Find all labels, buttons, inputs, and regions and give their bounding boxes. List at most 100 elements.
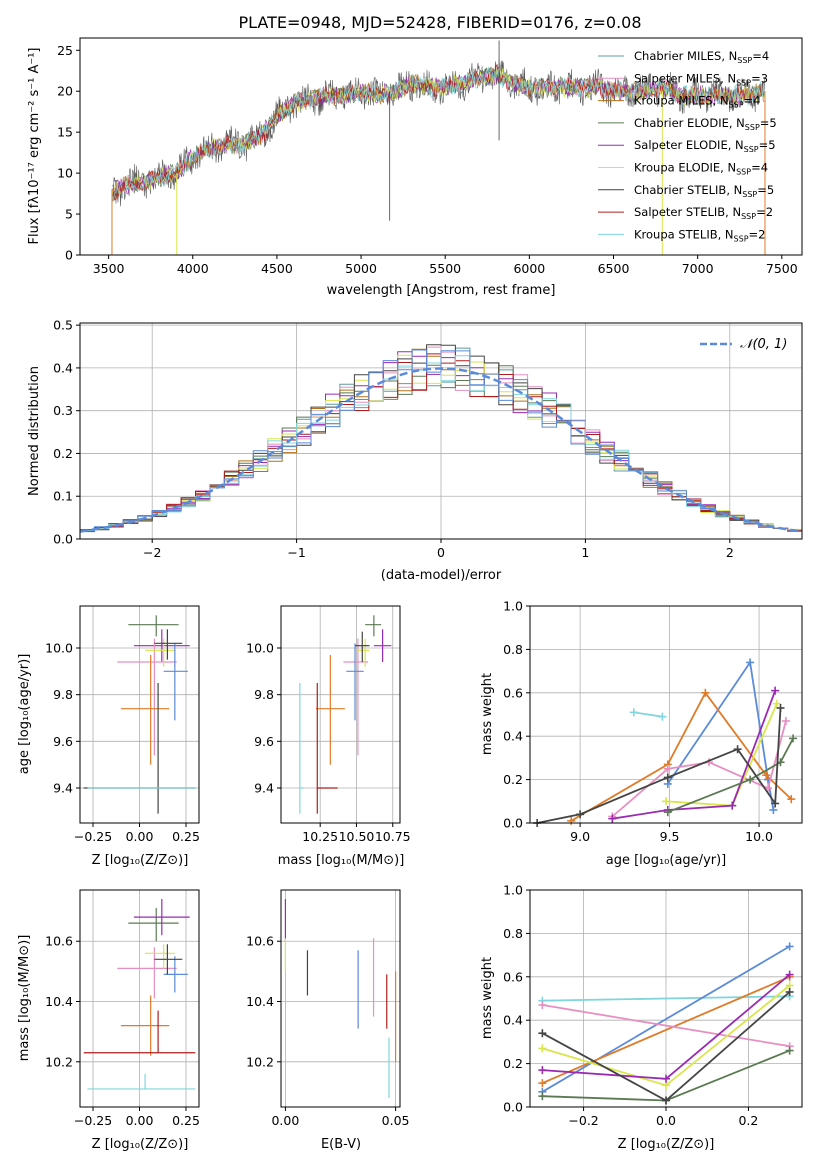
- error-bar-point: [163, 643, 188, 721]
- legend-label: Kroupa STELIB, NSSP=2: [634, 227, 765, 243]
- histogram-ylabel: Normed distribution: [27, 366, 42, 496]
- y-tick-label: 9.8: [254, 687, 274, 702]
- x-tick-label: 6500: [598, 261, 630, 276]
- y-tick-label: 0.8: [503, 642, 523, 657]
- plus-marker: [658, 712, 667, 721]
- x-tick-label: 5500: [429, 261, 461, 276]
- error-bar-point: [120, 655, 170, 765]
- age-z-ylabel: age [log₁₀(age/yr)]: [17, 654, 32, 775]
- histogram-legend: 𝒩(0, 1): [700, 337, 787, 352]
- mass-weight-line: [537, 707, 782, 824]
- weight-z-xlabel: Z [log₁₀(Z/Z⊙)]: [618, 1137, 715, 1152]
- plus-marker: [662, 1074, 670, 1083]
- weight-age-axes-frame: [529, 605, 803, 824]
- error-bar-point: [120, 995, 170, 1056]
- plus-marker: [789, 734, 798, 743]
- x-tick-label: 0.25: [172, 829, 200, 844]
- y-tick-label: 20: [57, 84, 73, 99]
- plus-marker: [728, 801, 737, 810]
- weight-z-ylabel: mass weight: [480, 957, 495, 1039]
- y-tick-label: 10.2: [246, 1054, 274, 1069]
- y-tick-label: 0.2: [503, 1056, 523, 1071]
- plus-marker: [538, 1044, 547, 1053]
- x-tick-label: 0.00: [126, 1113, 154, 1128]
- age-mass-axes-frame: [280, 605, 401, 824]
- y-tick-label: 0.4: [503, 729, 523, 744]
- x-tick-label: 1: [581, 545, 589, 560]
- y-tick-label: 9.8: [53, 687, 73, 702]
- error-bar-point: [316, 683, 338, 814]
- plus-marker: [746, 775, 755, 784]
- y-tick-label: 0.0: [503, 816, 523, 831]
- age-mass-xlabel: mass [log₁₀(M/M⊙)]: [278, 853, 405, 868]
- plus-marker: [608, 814, 617, 823]
- y-tick-label: 0: [65, 248, 73, 263]
- residual-histogram-panel: −2 −1 0 1 2 0.0 0.1 0.2 0.3 0.4 0.5 (data-model)/e…: [27, 318, 803, 583]
- x-tick-label: 0: [437, 545, 445, 560]
- weight-age-xlabel: age [log₁₀(age/yr)]: [606, 853, 727, 868]
- plus-marker: [771, 799, 780, 808]
- y-tick-label: 0.5: [53, 318, 73, 333]
- normal-pdf-curve: [79, 367, 803, 533]
- age-vs-metallicity-panel: −0.25 0.00 0.25 9.4 9.6 9.8 10.0 Z [log₁₀(Z/Z⊙…: [17, 605, 200, 868]
- mass-weight-vs-age-panel: 9.0 9.5 10.0 0.0 0.2 0.4 0.6 0.8 1.0 age [log₁₀(…: [480, 599, 803, 868]
- x-tick-label: 5000: [345, 261, 377, 276]
- error-bar-point: [128, 908, 179, 942]
- error-bar-point: [87, 1073, 196, 1090]
- plus-marker: [663, 764, 672, 773]
- plus-marker: [538, 1092, 547, 1101]
- plus-marker: [781, 717, 790, 726]
- plus-marker: [538, 1001, 547, 1010]
- plus-marker: [629, 708, 638, 717]
- x-tick-label: 0.00: [271, 1113, 299, 1128]
- legend-label: Kroupa ELODIE, NSSP=4: [634, 161, 768, 177]
- mass-weight-line: [612, 690, 777, 820]
- x-tick-label: −1: [287, 545, 305, 560]
- mass-weight-line: [667, 659, 775, 811]
- mass-vs-extinction-panel: 0.00 0.05 10.2 10.4 10.6 E(B-V): [246, 889, 410, 1152]
- y-tick-label: 9.6: [254, 734, 274, 749]
- legend-label: Chabrier ELODIE, NSSP=5: [634, 116, 777, 132]
- y-tick-label: 0.2: [503, 772, 523, 787]
- error-bar-point: [343, 638, 369, 756]
- error-bar-point: [154, 944, 183, 975]
- y-tick-label: 10.0: [246, 641, 274, 656]
- age-vs-mass-panel: 10.25 10.50 10.75 9.4 9.6 9.8 10.0 mass [log₁₀…: [246, 605, 411, 868]
- plus-marker: [538, 1029, 547, 1038]
- x-tick-label: 0.05: [382, 1113, 410, 1128]
- mass-weight-line: [542, 1004, 790, 1048]
- error-bar-point: [154, 629, 183, 660]
- mass-ebv-axes-frame: [280, 889, 401, 1108]
- plus-marker: [771, 686, 780, 695]
- y-tick-label: 0.2: [53, 446, 73, 461]
- y-tick-label: 0.6: [503, 969, 523, 984]
- y-tick-label: 10: [57, 166, 73, 181]
- x-tick-label: 10.0: [745, 829, 773, 844]
- x-tick-label: 0.0: [656, 1113, 676, 1128]
- x-tick-label: 4000: [177, 261, 209, 276]
- y-tick-label: 0.3: [53, 403, 73, 418]
- error-bar-point: [357, 638, 370, 667]
- x-tick-label: 0.25: [172, 1113, 200, 1128]
- mass-vs-metallicity-panel: −0.25 0.00 0.25 10.2 10.4 10.6 Z [log₁₀(Z/Z⊙)…: [17, 889, 200, 1152]
- x-tick-label: 7500: [766, 261, 798, 276]
- error-bar-point: [128, 615, 179, 637]
- mass-weight-line: [541, 945, 791, 1093]
- error-bar-point: [133, 899, 190, 936]
- error-bar-point: [315, 655, 345, 765]
- plus-marker: [787, 795, 796, 804]
- y-tick-label: 9.4: [254, 781, 274, 796]
- error-bar-point: [355, 631, 370, 662]
- x-tick-label: 2: [726, 545, 734, 560]
- spectrum-axes-frame: [79, 37, 803, 256]
- y-tick-label: 9.4: [53, 781, 73, 796]
- x-tick-label: 10.75: [375, 829, 411, 844]
- x-tick-label: 10.50: [339, 829, 375, 844]
- x-tick-label: 9.0: [570, 829, 590, 844]
- y-tick-label: 0.4: [53, 360, 73, 375]
- spectrum-panel: PLATE=0948, MJD=52428, FIBERID=0176, z=0…: [27, 13, 803, 298]
- error-bar-point: [365, 615, 382, 637]
- error-bar-point: [373, 629, 392, 662]
- y-tick-label: 10.6: [246, 934, 274, 949]
- x-tick-label: 4500: [261, 261, 293, 276]
